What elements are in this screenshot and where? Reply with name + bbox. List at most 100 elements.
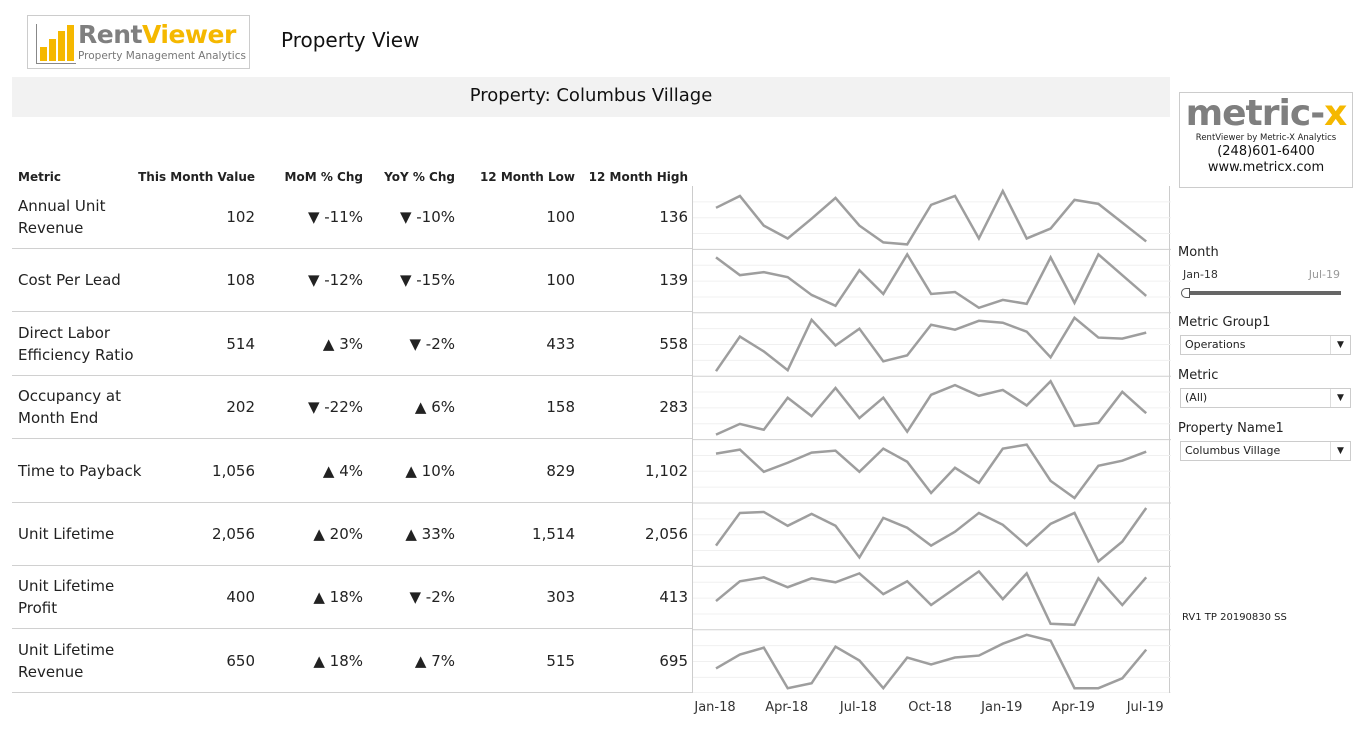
yoy-cell: ▲ 7%	[414, 651, 455, 670]
yoy-cell: ▼ -2%	[409, 588, 455, 607]
phone-number: (248)601-6400	[1217, 144, 1315, 159]
property-banner: Property: Columbus Village	[12, 77, 1170, 117]
low-cell: 303	[546, 588, 575, 607]
table-row: Cost Per Lead 108 ▼ -12% ▼ -15% 100 139	[12, 249, 692, 313]
metric-group-label: Metric Group1	[1178, 315, 1271, 330]
col-header-mom: MoM % Chg	[284, 170, 363, 184]
bar-chart-icon	[36, 24, 76, 64]
value-cell: 102	[226, 208, 255, 226]
month-start-label: Jan-18	[1183, 268, 1218, 281]
metric-x-tagline: RentViewer by Metric-X Analytics	[1195, 133, 1337, 143]
yoy-cell: ▲ 10%	[405, 461, 455, 480]
metric-name: Cost Per Lead	[18, 271, 121, 290]
yoy-cell: ▲ 33%	[405, 525, 455, 543]
low-cell: 515	[546, 651, 575, 670]
axis-label: Apr-18	[765, 700, 809, 715]
value-cell: 1,056	[212, 461, 255, 480]
high-cell: 2,056	[645, 525, 688, 543]
metric-name: Direct Labor Efficiency Ratio	[18, 323, 134, 364]
high-cell: 558	[659, 334, 688, 353]
metric-value: (All)	[1185, 391, 1208, 404]
chevron-down-icon[interactable]: ▼	[1330, 336, 1350, 354]
value-cell: 108	[226, 271, 255, 290]
col-header-value: This Month Value	[138, 170, 255, 184]
value-cell: 514	[226, 334, 255, 353]
sparkline	[714, 315, 1147, 373]
low-cell: 100	[546, 271, 575, 290]
mom-cell: ▲ 3%	[322, 334, 363, 353]
metric-name: Annual Unit Revenue	[18, 197, 106, 237]
logo-text-accent: Viewer	[141, 20, 236, 49]
metric-x-brand-accent: x	[1324, 93, 1347, 134]
yoy-cell: ▼ -10%	[399, 208, 455, 226]
metric-name: Unit Lifetime	[18, 525, 115, 543]
yoy-cell: ▲ 6%	[414, 398, 455, 417]
mom-cell: ▲ 18%	[313, 651, 363, 670]
mom-cell: ▲ 4%	[322, 461, 363, 480]
value-cell: 650	[226, 651, 255, 670]
col-header-yoy: YoY % Chg	[384, 170, 455, 184]
metric-x-brand: metric-	[1185, 93, 1326, 134]
table-row: Unit Lifetime Revenue 650 ▲ 18% ▲ 7% 515 695	[12, 630, 692, 693]
sparkline	[715, 443, 1147, 500]
sparkline	[715, 379, 1148, 436]
metric-name: Time to Payback	[18, 461, 142, 480]
mom-cell: ▲ 18%	[313, 588, 363, 607]
sparkline	[714, 507, 1148, 564]
axis-label: Jul-19	[1126, 700, 1164, 715]
low-cell: 829	[546, 461, 575, 480]
sparkline	[715, 251, 1148, 310]
mom-cell: ▼ -12%	[307, 271, 363, 290]
table-row: Time to Payback 1,056 ▲ 4% ▲ 10% 829 1,102	[12, 440, 692, 503]
axis-label: Oct-18	[908, 700, 952, 715]
property-dropdown[interactable]: Columbus Village ▼	[1180, 441, 1351, 461]
sparkline	[715, 188, 1147, 246]
metric-x-logo: metric-x RentViewer by Metric-X Analytic…	[1179, 92, 1353, 188]
table-row: Annual Unit Revenue 102 ▼ -11% ▼ -10% 100 136	[12, 186, 692, 249]
mom-cell: ▼ -22%	[307, 398, 363, 417]
metric-group-dropdown[interactable]: Operations ▼	[1180, 335, 1351, 355]
sparkline	[715, 633, 1148, 691]
axis-label: Jan-18	[694, 700, 736, 715]
low-cell: 433	[546, 334, 575, 353]
high-cell: 283	[659, 398, 688, 417]
value-cell: 2,056	[212, 525, 255, 543]
axis-label: Jul-18	[839, 700, 877, 715]
value-cell: 202	[226, 398, 255, 417]
value-cell: 400	[226, 588, 255, 607]
month-slider-track[interactable]	[1185, 291, 1341, 295]
yoy-cell: ▼ -2%	[409, 334, 455, 353]
yoy-cell: ▼ -15%	[399, 271, 455, 290]
table-row: Unit Lifetime Profit 400 ▲ 18% ▼ -2% 303 413	[12, 566, 692, 630]
metric-group-value: Operations	[1185, 338, 1246, 351]
property-value: Columbus Village	[1185, 444, 1281, 457]
low-cell: 158	[546, 398, 575, 417]
col-header-metric: Metric	[18, 170, 61, 184]
chevron-down-icon[interactable]: ▼	[1330, 389, 1350, 407]
table-row: Unit Lifetime 2,056 ▲ 20% ▲ 33% 1,514 2,056	[12, 503, 692, 566]
high-cell: 695	[659, 651, 688, 670]
col-header-high: 12 Month High	[588, 170, 688, 184]
high-cell: 136	[659, 208, 688, 226]
low-cell: 1,514	[532, 525, 575, 543]
metric-name: Unit Lifetime Revenue	[18, 640, 115, 681]
mom-cell: ▲ 20%	[313, 525, 363, 543]
metric-filter-label: Metric	[1178, 368, 1219, 383]
sparkline	[715, 569, 1148, 627]
page-title: Property View	[281, 28, 420, 52]
version-label: RV1 TP 20190830 SS	[1182, 612, 1287, 623]
property-filter-label: Property Name1	[1178, 421, 1284, 436]
chevron-down-icon[interactable]: ▼	[1330, 442, 1350, 460]
high-cell: 413	[659, 588, 688, 607]
logo-text: Rent	[78, 20, 142, 49]
high-cell: 139	[659, 271, 688, 290]
metric-dropdown[interactable]: (All) ▼	[1180, 388, 1351, 408]
month-slider-handle[interactable]	[1181, 288, 1190, 298]
low-cell: 100	[546, 208, 575, 226]
table-row: Occupancy at Month End 202 ▼ -22% ▲ 6% 158 28…	[12, 376, 692, 440]
sparkline-panel	[692, 186, 1171, 693]
mom-cell: ▼ -11%	[307, 208, 363, 226]
col-header-low: 12 Month Low	[479, 170, 575, 184]
website-link[interactable]: www.metricx.com	[1207, 160, 1325, 175]
axis-label: Apr-19	[1052, 700, 1095, 715]
